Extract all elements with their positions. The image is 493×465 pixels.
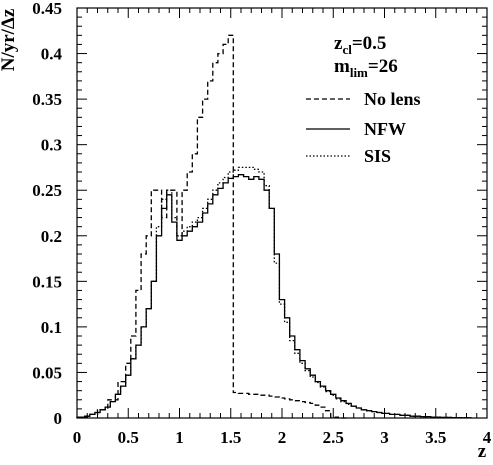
y-tick-label: 0.15 (32, 272, 62, 291)
y-tick-label: 0.1 (41, 318, 62, 337)
x-tick-label: 3.5 (425, 428, 446, 447)
x-tick-label: 1 (175, 428, 184, 447)
series-line-sis (78, 166, 472, 419)
series-line-no-lens (76, 34, 349, 419)
annotation-zcl: zcl=0.5 (334, 33, 386, 57)
y-tick-label: 0.35 (32, 90, 62, 109)
y-tick-label: 0.05 (32, 363, 62, 382)
legend-label-no-lens: No lens (364, 89, 421, 109)
x-axis-label: z (478, 441, 487, 462)
x-tick-label: 3 (380, 428, 389, 447)
legend: No lens NFW SIS (306, 89, 421, 166)
y-tick-labels: 0 0.05 0.1 0.15 0.2 0.25 0.3 0.35 0.4 0.45 (32, 0, 62, 428)
y-tick-label: 0.2 (41, 227, 62, 246)
x-tick-label: 1.5 (220, 428, 241, 447)
y-tick-label: 0.4 (41, 45, 63, 64)
x-tick-label: 2 (278, 428, 287, 447)
y-tick-label: 0.45 (32, 0, 62, 18)
x-tick-label: 2.5 (323, 428, 344, 447)
x-tick-label: 4 (483, 428, 492, 447)
series-line-nfw (78, 174, 472, 419)
series-lines (76, 34, 472, 419)
y-tick-label: 0.3 (41, 136, 62, 155)
x-tick-labels: 0 0.5 1 1.5 2 2.5 3 3.5 4 (73, 428, 492, 447)
plot-frame (76, 7, 488, 419)
legend-label-sis: SIS (364, 146, 391, 166)
x-tick-label: 0 (73, 428, 82, 447)
y-tick-label: 0 (54, 409, 63, 428)
axis-ticks (76, 7, 488, 419)
annotation-mlim: mlim=26 (334, 56, 398, 80)
legend-label-nfw: NFW (364, 119, 406, 139)
x-tick-label: 0.5 (118, 428, 139, 447)
y-tick-label: 0.25 (32, 181, 62, 200)
y-axis-label: N/yr/Δz (0, 8, 19, 71)
